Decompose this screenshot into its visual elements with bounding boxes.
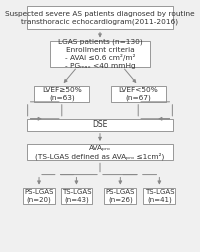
FancyBboxPatch shape [104, 188, 136, 204]
Text: LVEF≥50%
(n=63): LVEF≥50% (n=63) [42, 87, 82, 101]
FancyBboxPatch shape [27, 144, 173, 160]
FancyBboxPatch shape [143, 188, 175, 204]
FancyBboxPatch shape [111, 85, 166, 102]
Text: AVAₚᵣₒ
(TS-LGAS defined as AVAₚᵣₒ ≤1cm²): AVAₚᵣₒ (TS-LGAS defined as AVAₚᵣₒ ≤1cm²) [35, 144, 165, 160]
FancyBboxPatch shape [34, 85, 89, 102]
FancyBboxPatch shape [27, 6, 173, 29]
Text: LVEF<50%
(n=67): LVEF<50% (n=67) [118, 87, 158, 101]
Text: PS-LGAS
(n=26): PS-LGAS (n=26) [106, 189, 135, 203]
Text: TS-LGAS
(n=43): TS-LGAS (n=43) [62, 189, 91, 203]
Text: PS-LGAS
(n=20): PS-LGAS (n=20) [24, 189, 54, 203]
FancyBboxPatch shape [61, 188, 92, 204]
Text: Suspected severe AS patients diagnosed by routine
transthoracic echocardiogram(2: Suspected severe AS patients diagnosed b… [5, 11, 195, 25]
FancyBboxPatch shape [27, 119, 173, 131]
Text: DSE: DSE [92, 120, 108, 129]
Text: LGAS patients (n=130)
Enrollment criteria
- AVAi ≤0.6 cm²/m²
- PGₘₐₓ <40 mmHg: LGAS patients (n=130) Enrollment criteri… [58, 39, 142, 69]
Text: TS-LGAS
(n=41): TS-LGAS (n=41) [145, 189, 174, 203]
FancyBboxPatch shape [50, 41, 150, 67]
FancyBboxPatch shape [23, 188, 55, 204]
